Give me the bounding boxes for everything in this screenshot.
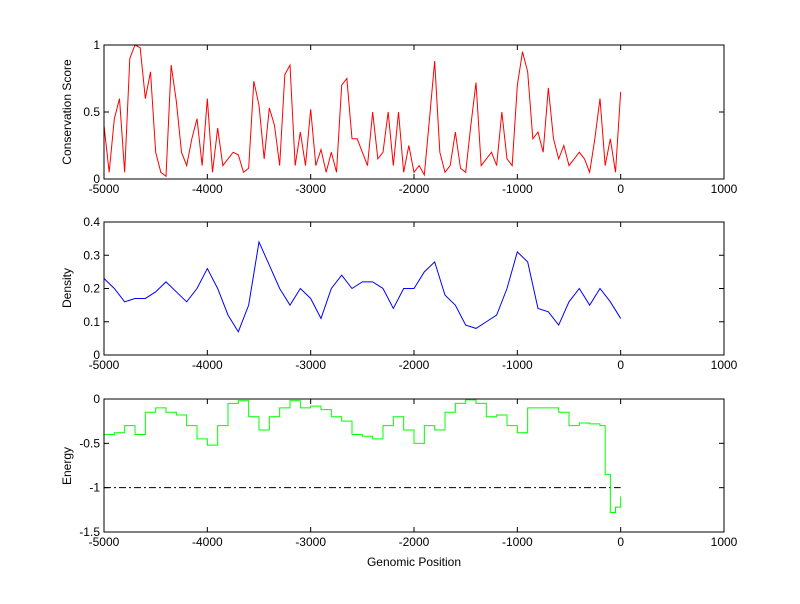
x-tick-label: 1000 <box>711 358 738 372</box>
x-tick-label: -1000 <box>502 535 533 549</box>
x-tick-label: -2000 <box>399 535 430 549</box>
x-tick-label: -3000 <box>295 358 326 372</box>
density-ylabel: Density <box>60 268 74 308</box>
y-tick-label: -0.5 <box>79 436 100 450</box>
x-tick-label: -1000 <box>502 358 533 372</box>
x-tick-label: -4000 <box>192 358 223 372</box>
y-tick-label: 0 <box>93 172 100 186</box>
y-tick-label: 0.4 <box>83 215 100 229</box>
y-tick-label: 0.5 <box>83 105 100 119</box>
x-tick-label: 0 <box>617 182 624 196</box>
y-tick-label: -1.5 <box>79 525 100 539</box>
x-tick-label: -4000 <box>192 535 223 549</box>
energy-ylabel: Energy <box>60 447 74 485</box>
x-tick-label: -3000 <box>295 182 326 196</box>
y-tick-label: 0 <box>93 392 100 406</box>
x-tick-label: 0 <box>617 535 624 549</box>
y-tick-label: 0.2 <box>83 282 100 296</box>
x-tick-label: 0 <box>617 358 624 372</box>
y-tick-label: 1 <box>93 38 100 52</box>
x-tick-label: 1000 <box>711 182 738 196</box>
x-tick-label: -1000 <box>502 182 533 196</box>
y-tick-label: 0.3 <box>83 248 100 262</box>
x-axis-label: Genomic Position <box>367 555 461 569</box>
y-tick-label: 0 <box>93 348 100 362</box>
x-tick-label: -2000 <box>399 182 430 196</box>
x-tick-label: 1000 <box>711 535 738 549</box>
x-tick-label: -4000 <box>192 182 223 196</box>
x-tick-label: -2000 <box>399 358 430 372</box>
conservation-ylabel: Conservation Score <box>60 59 74 165</box>
y-tick-label: -1 <box>89 481 100 495</box>
x-tick-label: -3000 <box>295 535 326 549</box>
y-tick-label: 0.1 <box>83 315 100 329</box>
